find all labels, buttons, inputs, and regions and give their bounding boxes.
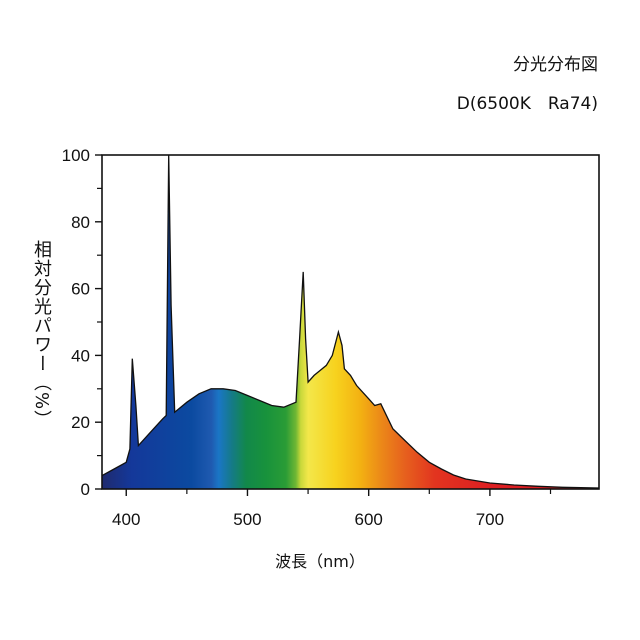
- chart-title: 分光分布図: [513, 55, 598, 75]
- y-tick-label: 20: [71, 413, 90, 432]
- spectrum-line: [102, 155, 599, 489]
- y-tick-label: 80: [71, 213, 90, 232]
- y-tick-label: 60: [71, 280, 90, 299]
- x-axis-label: 波長（nm）: [275, 552, 365, 571]
- x-tick-label: 600: [354, 510, 382, 529]
- spectrum-area: [102, 155, 599, 489]
- y-axis-label: 相対分光パワー（%）: [31, 240, 52, 430]
- x-tick-label: 500: [233, 510, 261, 529]
- x-tick-label: 400: [112, 510, 140, 529]
- chart-subtitle: D(6500K Ra74): [456, 94, 598, 114]
- y-tick-label: 100: [62, 146, 90, 165]
- y-tick-label: 40: [71, 346, 90, 365]
- x-tick-label: 700: [476, 510, 504, 529]
- y-tick-label: 0: [81, 480, 90, 499]
